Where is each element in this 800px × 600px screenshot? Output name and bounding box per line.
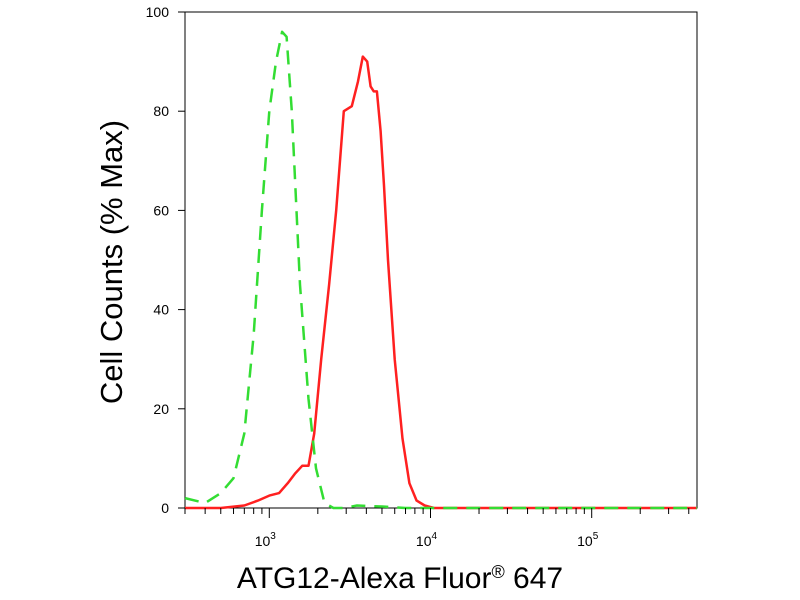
y-tick-label: 20 [153,401,169,417]
y-axis-label: Cell Counts (% Max) [94,119,129,405]
x-axis-label-suffix: 647 [504,562,564,595]
y-tick-label: 60 [153,202,169,218]
x-axis-label: ATG12-Alexa Fluor [236,562,492,595]
y-tick-label: 40 [153,302,169,318]
x-tick-label: 105 [577,531,599,549]
x-axis-label-registered: ® [491,562,505,582]
plot-frame [184,11,698,509]
y-tick-label: 100 [146,4,170,20]
x-tick-label: 104 [416,531,438,549]
y-tick-label: 0 [161,500,169,516]
series-line-2 [184,30,697,510]
y-tick-label: 80 [153,103,169,119]
x-axis-label-wrap: ATG12-Alexa Fluor® 647 [0,562,800,596]
series-line-1 [185,55,697,510]
x-tick-label: 103 [255,531,277,549]
